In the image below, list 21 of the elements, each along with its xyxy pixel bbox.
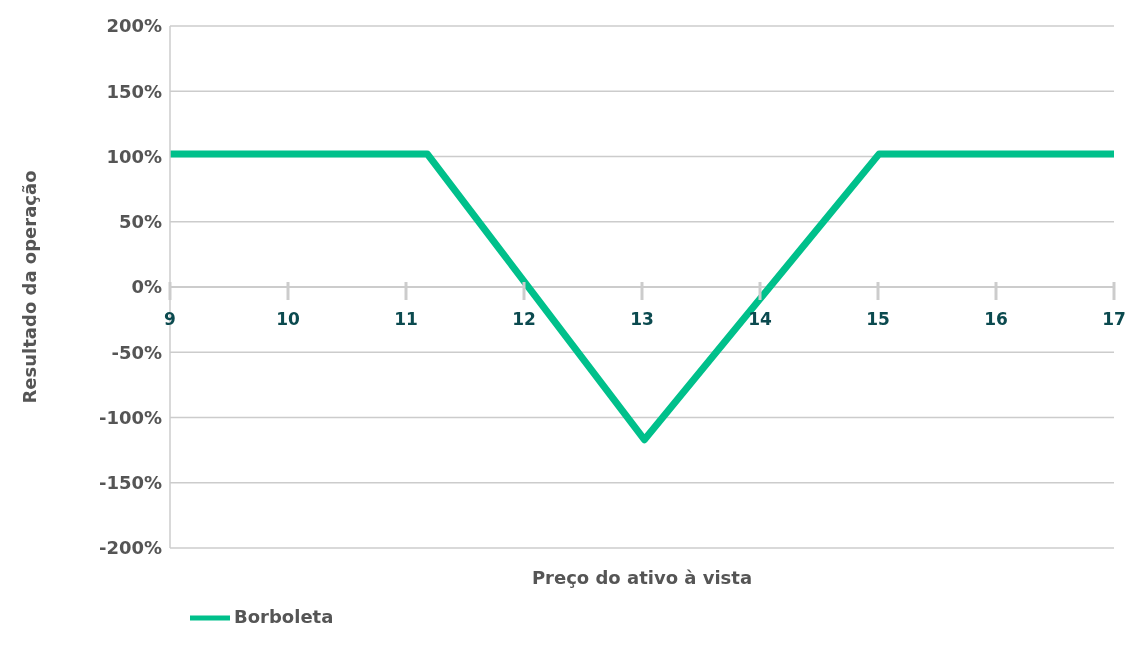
y-tick-label: -150% xyxy=(98,472,162,494)
y-tick-label: -100% xyxy=(98,406,162,428)
x-tick-label: 11 xyxy=(394,309,418,329)
legend-label: Borboleta xyxy=(234,606,334,627)
y-tick-label: 50% xyxy=(118,211,162,233)
x-tick-label: 12 xyxy=(512,309,536,329)
y-tick-label: -200% xyxy=(98,537,162,559)
y-tick-label: 100% xyxy=(106,145,162,167)
x-tick-label: 10 xyxy=(276,309,300,329)
y-tick-label: 0% xyxy=(131,276,162,298)
x-tick-label: 15 xyxy=(866,309,890,329)
x-tick-label: 13 xyxy=(630,309,654,329)
y-axis-title: Resultado da operação xyxy=(19,170,41,404)
x-tick-label: 14 xyxy=(748,309,772,329)
x-tick-label: 9 xyxy=(164,309,176,329)
x-tick-label: 16 xyxy=(984,309,1008,329)
x-axis-title: Preço do ativo à vista xyxy=(531,567,753,588)
y-tick-label: 150% xyxy=(106,80,162,102)
y-tick-label: -50% xyxy=(111,341,162,363)
x-tick-label: 17 xyxy=(1102,309,1126,329)
y-tick-label: 200% xyxy=(106,15,162,37)
